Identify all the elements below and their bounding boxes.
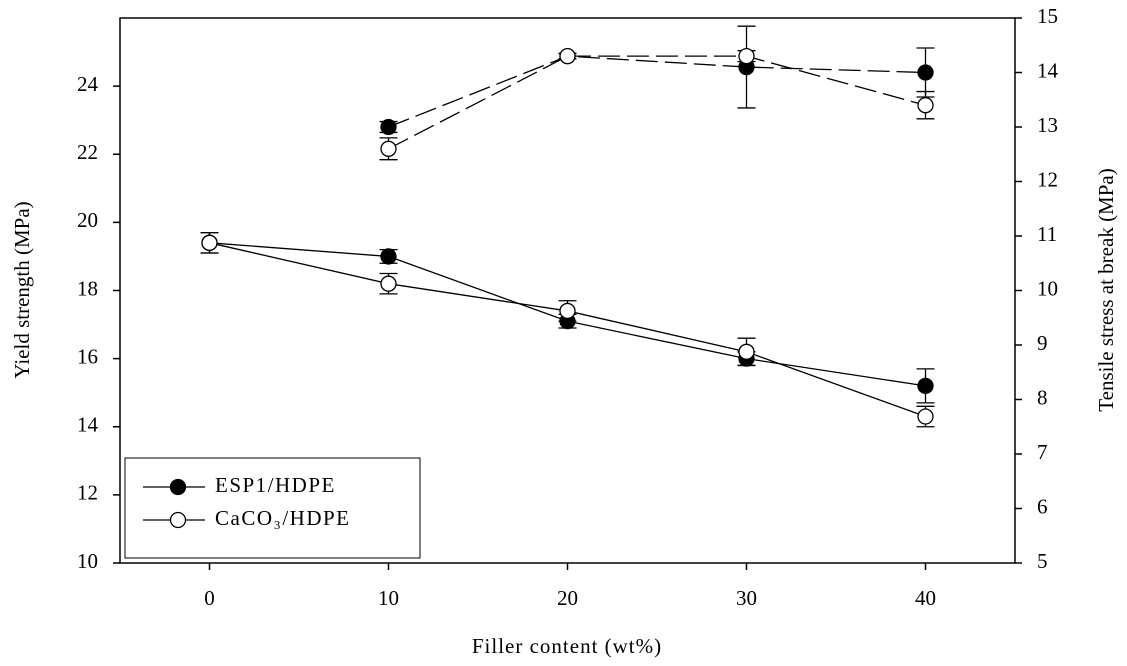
y-tick-label: 22 [77,140,98,164]
legend-marker [169,511,187,529]
y2-tick-label: 10 [1037,276,1058,300]
y-tick-label: 24 [77,72,99,96]
x-tick-label: 40 [915,586,936,610]
marker [380,118,397,136]
y-axis-label: Yield strength (MPa) [10,201,34,378]
y2-tick-label: 9 [1037,331,1048,355]
marker [559,302,576,320]
y-tick-label: 10 [77,549,98,573]
y2-tick-label: 15 [1037,4,1058,28]
y2-tick-label: 13 [1037,113,1058,137]
series-line [388,55,926,128]
marker [380,275,397,292]
y2-tick-label: 6 [1037,494,1048,518]
y2-tick-label: 12 [1037,167,1058,191]
y-tick-label: 18 [77,276,98,300]
x-tick-label: 20 [557,586,578,610]
marker [201,234,218,251]
legend-label: CaCO₃/HDPE [215,506,351,530]
y-tick-label: 14 [77,413,99,437]
marker [738,343,755,360]
series-line [209,242,926,418]
x-tick-label: 10 [378,586,399,610]
y2-tick-label: 14 [1037,58,1059,82]
marker [917,377,934,395]
series-line [388,55,926,150]
y-tick-label: 20 [77,208,98,232]
legend-label: ESP1/HDPE [215,473,336,497]
y2-tick-label: 7 [1037,440,1048,464]
y-tick-label: 12 [77,481,98,505]
marker [380,140,397,157]
legend-marker [169,478,187,496]
y2-axis-label: Tensile stress at break (MPa) [1094,168,1118,411]
marker [380,248,397,265]
marker [917,64,934,81]
marker [917,408,934,425]
marker [917,97,934,114]
marker [738,48,755,65]
marker [559,48,576,65]
y2-tick-label: 11 [1037,222,1057,246]
x-tick-label: 0 [204,586,215,610]
x-axis-label: Filler content (wt%) [472,634,662,658]
y-tick-label: 16 [77,344,98,368]
legend-box [124,457,421,559]
x-tick-label: 30 [736,586,757,610]
y2-tick-label: 5 [1037,549,1048,573]
y2-tick-label: 8 [1037,385,1048,409]
